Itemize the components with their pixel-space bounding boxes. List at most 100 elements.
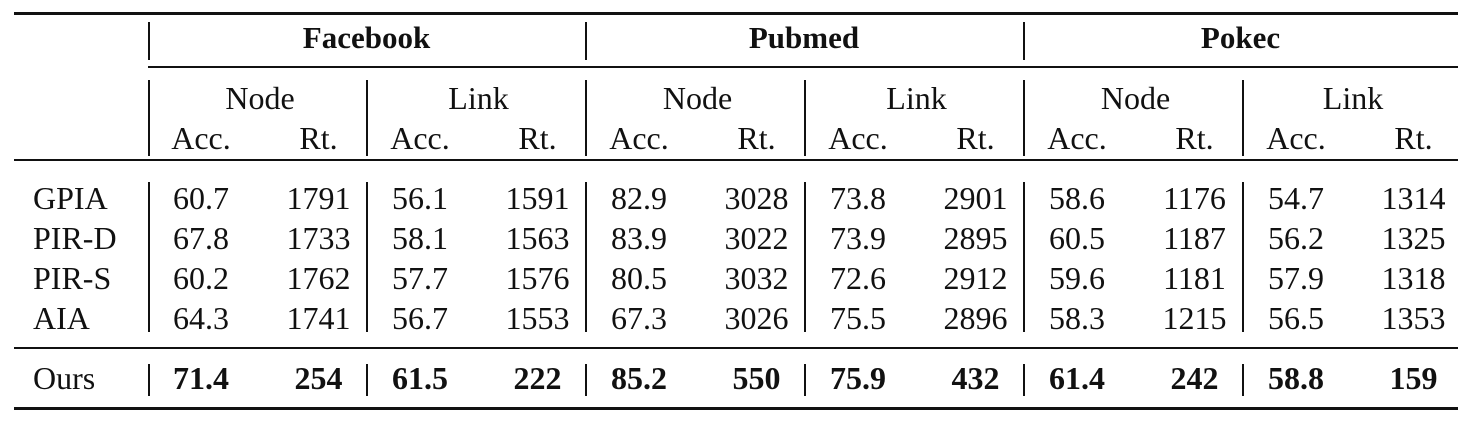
method-name: GPIA <box>33 180 108 216</box>
ours-divider <box>585 364 587 396</box>
dataset-header-pokec: Pokec <box>1200 20 1281 55</box>
table-cell-ours: 85.2 <box>611 360 667 396</box>
table-cell: 1553 <box>505 300 570 336</box>
table-cell: 58.6 <box>1049 180 1105 216</box>
table-cell: 56.1 <box>392 180 448 216</box>
table-cell: 67.3 <box>611 300 667 336</box>
ours-divider <box>366 364 368 396</box>
table-cell: 3032 <box>724 260 789 296</box>
table-cell: 82.9 <box>611 180 667 216</box>
task-header: Node <box>1100 80 1171 116</box>
method-name: AIA <box>33 300 90 336</box>
table-cell: 2896 <box>943 300 1008 336</box>
body-divider <box>1023 182 1025 332</box>
body-divider <box>804 182 806 332</box>
metric-header: Rt. <box>1394 120 1433 156</box>
task-header: Node <box>662 80 733 116</box>
table-cell: 83.9 <box>611 220 667 256</box>
table-cell: 54.7 <box>1268 180 1324 216</box>
method-name: PIR-D <box>33 220 117 256</box>
body-divider <box>1242 182 1244 332</box>
table-cell: 1325 <box>1381 220 1446 256</box>
table-cell: 1314 <box>1381 180 1446 216</box>
table-cell: 1576 <box>505 260 570 296</box>
metric-header: Acc. <box>390 120 450 156</box>
table-cell-ours: 61.4 <box>1049 360 1105 396</box>
dataset-divider <box>585 22 587 60</box>
table-cell: 80.5 <box>611 260 667 296</box>
table-cell: 59.6 <box>1049 260 1105 296</box>
task-header: Node <box>225 80 295 116</box>
dataset-header-pubmed: Pubmed <box>748 20 860 55</box>
ours-divider <box>1242 364 1244 396</box>
table-cell: 2912 <box>943 260 1008 296</box>
ours-divider <box>148 364 150 396</box>
table-cell: 60.7 <box>173 180 229 216</box>
body-divider <box>148 182 150 332</box>
table-cell: 1215 <box>1162 300 1227 336</box>
table-cell: 73.9 <box>830 220 886 256</box>
metric-header: Rt. <box>518 120 557 156</box>
metric-header: Rt. <box>737 120 776 156</box>
metric-header: Acc. <box>171 120 231 156</box>
table-cell: 57.7 <box>392 260 448 296</box>
table-cell-ours: 75.9 <box>830 360 886 396</box>
table-cell: 58.1 <box>392 220 448 256</box>
table-cell: 2901 <box>943 180 1008 216</box>
metric-header: Acc. <box>828 120 888 156</box>
table-cell: 3028 <box>724 180 789 216</box>
body-divider <box>585 182 587 332</box>
group-divider <box>148 80 150 156</box>
table-cell: 72.6 <box>830 260 886 296</box>
group-divider <box>1242 80 1244 156</box>
table-cell: 56.2 <box>1268 220 1324 256</box>
table-cell: 1791 <box>286 180 351 216</box>
table-cell: 1353 <box>1381 300 1446 336</box>
dataset-divider <box>148 22 150 60</box>
metric-header: Acc. <box>1266 120 1326 156</box>
table-cell-ours: 432 <box>951 360 1000 396</box>
table-cell: 1563 <box>505 220 570 256</box>
method-name: PIR-S <box>33 260 112 296</box>
method-name-ours: Ours <box>33 360 96 396</box>
metric-header: Acc. <box>609 120 669 156</box>
table-cell: 1762 <box>286 260 351 296</box>
table-cell: 1318 <box>1381 260 1446 296</box>
table-cell: 67.8 <box>173 220 229 256</box>
rule-1 <box>148 66 1458 68</box>
table-cell-ours: 550 <box>732 360 781 396</box>
task-header: Link <box>886 80 947 116</box>
group-divider <box>585 80 587 156</box>
table-cell: 57.9 <box>1268 260 1324 296</box>
table-cell: 64.3 <box>173 300 229 336</box>
table-cell-ours: 222 <box>513 360 562 396</box>
dataset-divider <box>1023 22 1025 60</box>
table-cell: 3022 <box>724 220 789 256</box>
table-cell-ours: 58.8 <box>1268 360 1324 396</box>
table-cell: 60.2 <box>173 260 229 296</box>
metric-header: Rt. <box>299 120 338 156</box>
table-cell: 1187 <box>1163 220 1226 256</box>
table-cell-ours: 159 <box>1389 360 1438 396</box>
table-cell: 60.5 <box>1049 220 1105 256</box>
table-cell: 73.8 <box>830 180 886 216</box>
group-divider <box>1023 80 1025 156</box>
table-cell: 58.3 <box>1049 300 1105 336</box>
rule-2 <box>14 159 1458 161</box>
rule-3 <box>14 347 1458 349</box>
metric-header: Rt. <box>956 120 995 156</box>
dataset-header-facebook: Facebook <box>302 20 431 55</box>
table-cell: 75.5 <box>830 300 886 336</box>
table-cell-ours: 71.4 <box>173 360 229 396</box>
metric-header: Rt. <box>1175 120 1214 156</box>
group-divider <box>366 80 368 156</box>
table-cell: 56.5 <box>1268 300 1324 336</box>
table-cell: 1591 <box>505 180 570 216</box>
table-cell-ours: 242 <box>1170 360 1219 396</box>
table-cell: 56.7 <box>392 300 448 336</box>
table-cell-ours: 61.5 <box>392 360 448 396</box>
ours-divider <box>804 364 806 396</box>
table-cell: 3026 <box>724 300 789 336</box>
table-cell: 1181 <box>1163 260 1226 296</box>
